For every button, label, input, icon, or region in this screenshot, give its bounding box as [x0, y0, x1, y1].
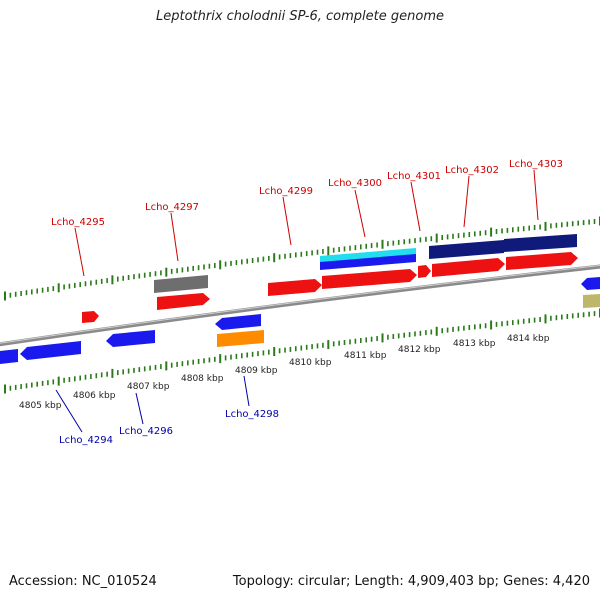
feature-lcho-4299[interactable]: [268, 279, 322, 296]
reverse-strand-ticks: [4, 308, 600, 394]
gene-label-lcho-4301[interactable]: Lcho_4301: [387, 171, 441, 182]
genome-backbone: [0, 264, 600, 347]
reverse-features: [0, 277, 600, 364]
accession-label: Accession: NC_010524: [9, 574, 157, 589]
callout-line-lcho-4297: [170, 212, 179, 262]
gene-labels: Lcho_4295 Lcho_4297 Lcho_4299 Lcho_4300 …: [51, 159, 563, 446]
feature-lcho-4300-cds[interactable]: [320, 253, 416, 270]
ruler-tick-label: 4806 kbp: [73, 391, 116, 401]
feature-right-gene[interactable]: [581, 277, 600, 290]
ruler-tick-label: 4813 kbp: [453, 339, 496, 349]
feature-lcho-4294[interactable]: [20, 341, 81, 360]
feature-lcho-4303-gene[interactable]: [506, 252, 578, 270]
gene-label-lcho-4295[interactable]: Lcho_4295: [51, 217, 105, 228]
feature-lcho-4298-gene[interactable]: [215, 314, 261, 330]
gene-label-lcho-4303[interactable]: Lcho_4303: [509, 159, 563, 170]
feature-lcho-4301[interactable]: [418, 265, 431, 278]
feature-lcho-4302-gene[interactable]: [432, 258, 505, 277]
gene-label-lcho-4298[interactable]: Lcho_4298: [225, 409, 279, 420]
feature-lcho-4294-left[interactable]: [0, 349, 18, 364]
gene-label-lcho-4302[interactable]: Lcho_4302: [445, 165, 499, 176]
feature-lcho-4295[interactable]: [82, 311, 99, 323]
ruler-tick-label: 4807 kbp: [127, 382, 170, 392]
gene-label-lcho-4299[interactable]: Lcho_4299: [259, 186, 313, 197]
ruler-tick-label: 4812 kbp: [398, 345, 441, 355]
ruler-labels: 4805 kbp 4806 kbp 4807 kbp 4808 kbp 4809…: [19, 334, 550, 411]
callout-line-lcho-4298: [243, 375, 250, 407]
feature-lcho-4302-cds[interactable]: [429, 240, 504, 259]
feature-lcho-4300-misc[interactable]: [320, 248, 416, 262]
feature-right-cds[interactable]: [583, 294, 600, 308]
callout-line-lcho-4299: [282, 196, 292, 246]
gene-callouts: [55, 169, 539, 433]
forward-strand-ticks: [4, 216, 600, 301]
ruler-tick-label: 4810 kbp: [289, 358, 332, 368]
callout-line-lcho-4302: [463, 175, 470, 228]
gene-label-lcho-4300[interactable]: Lcho_4300: [328, 178, 382, 189]
forward-features: [82, 234, 578, 323]
callout-line-lcho-4296: [135, 392, 144, 425]
feature-lcho-4300-gene[interactable]: [322, 269, 417, 289]
callout-line-lcho-4294: [55, 389, 83, 433]
feature-lcho-4303-cds[interactable]: [504, 234, 577, 252]
ruler-tick-label: 4805 kbp: [19, 401, 62, 411]
feature-lcho-4297-gene[interactable]: [157, 293, 210, 310]
map-title: Leptothrix cholodnii SP-6, complete geno…: [156, 9, 444, 24]
ruler-tick-label: 4811 kbp: [344, 351, 387, 361]
feature-lcho-4297-cds[interactable]: [154, 275, 208, 293]
callout-line-lcho-4303: [533, 169, 539, 221]
gene-label-lcho-4294[interactable]: Lcho_4294: [59, 435, 113, 446]
feature-lcho-4298-cds[interactable]: [217, 330, 264, 347]
genome-summary: Topology: circular; Length: 4,909,403 bp…: [232, 574, 590, 589]
callout-line-lcho-4300: [354, 189, 366, 238]
feature-lcho-4296[interactable]: [106, 330, 155, 347]
gene-label-lcho-4296[interactable]: Lcho_4296: [119, 426, 173, 437]
callout-line-lcho-4301: [410, 181, 421, 232]
callout-line-lcho-4295: [74, 227, 85, 277]
ruler-tick-label: 4809 kbp: [235, 366, 278, 376]
ruler-tick-label: 4814 kbp: [507, 334, 550, 344]
ruler-tick-label: 4808 kbp: [181, 374, 224, 384]
gene-label-lcho-4297[interactable]: Lcho_4297: [145, 202, 199, 213]
